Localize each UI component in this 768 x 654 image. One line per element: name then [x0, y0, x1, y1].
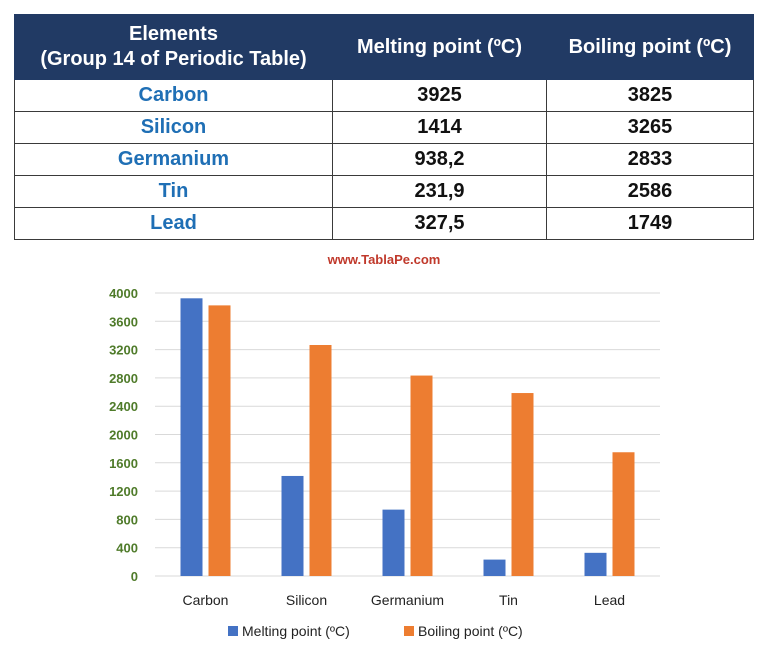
bar-melting: [483, 559, 506, 576]
bar-boiling: [410, 375, 433, 576]
x-category-label: Carbon: [183, 592, 229, 608]
header-boiling-point: Boiling point (ºC): [546, 14, 754, 80]
element-name: Tin: [14, 175, 333, 208]
bar-melting: [584, 552, 607, 576]
y-tick-label: 3200: [109, 343, 138, 358]
y-tick-label: 3600: [109, 314, 138, 329]
legend-swatch: [404, 626, 414, 636]
y-tick-label: 2800: [109, 371, 138, 386]
melting-value: 938,2: [332, 143, 547, 176]
x-category-label: Lead: [594, 592, 625, 608]
bar-boiling: [511, 393, 534, 576]
y-tick-label: 400: [116, 541, 138, 556]
table-row: Tin 231,9 2586: [14, 175, 754, 208]
y-tick-label: 0: [131, 569, 138, 584]
x-category-label: Silicon: [286, 592, 327, 608]
bar-boiling: [208, 305, 231, 576]
legend-label: Boiling point (ºC): [418, 623, 523, 639]
header-elements: Elements (Group 14 of Periodic Table): [14, 14, 333, 80]
table-header-row: Elements (Group 14 of Periodic Table) Me…: [14, 14, 754, 80]
bar-chart: 0 400 800 1200 1600 2000 2400 2800 3200 3600 4000 C…: [109, 286, 660, 639]
header-elements-line2: (Group 14 of Periodic Table): [40, 48, 307, 70]
legend-label: Melting point (ºC): [242, 623, 350, 639]
boiling-value: 2833: [546, 143, 754, 176]
boiling-value: 2586: [546, 175, 754, 208]
y-tick-label: 1600: [109, 456, 138, 471]
bar-boiling: [612, 452, 635, 576]
element-name: Carbon: [14, 79, 333, 112]
table-row: Silicon 1414 3265: [14, 111, 754, 144]
y-tick-label: 800: [116, 512, 138, 527]
table-row: Lead 327,5 1749: [14, 207, 754, 240]
header-melting-point: Melting point (ºC): [332, 14, 547, 80]
bar-melting: [180, 298, 203, 576]
boiling-value: 1749: [546, 207, 754, 240]
y-tick-label: 1200: [109, 484, 138, 499]
x-category-label: Tin: [499, 592, 518, 608]
y-tick-label: 2400: [109, 399, 138, 414]
elements-table: Elements (Group 14 of Periodic Table) Me…: [14, 14, 754, 240]
melting-value: 327,5: [332, 207, 547, 240]
legend-swatch: [228, 626, 238, 636]
watermark-url: www.TablaPe.com: [327, 252, 441, 267]
y-tick-label: 4000: [109, 286, 138, 301]
y-tick-label: 2000: [109, 428, 138, 443]
melting-value: 1414: [332, 111, 547, 144]
bar-melting: [281, 475, 304, 576]
header-elements-line1: Elements: [129, 23, 218, 45]
x-category-label: Germanium: [371, 592, 444, 608]
bar-boiling: [309, 345, 332, 576]
bar-melting: [382, 509, 405, 576]
boiling-value: 3265: [546, 111, 754, 144]
element-name: Lead: [14, 207, 333, 240]
melting-value: 3925: [332, 79, 547, 112]
boiling-value: 3825: [546, 79, 754, 112]
melting-value: 231,9: [332, 175, 547, 208]
element-name: Silicon: [14, 111, 333, 144]
table-row: Germanium 938,2 2833: [14, 143, 754, 176]
element-name: Germanium: [14, 143, 333, 176]
table-row: Carbon 3925 3825: [14, 79, 754, 112]
